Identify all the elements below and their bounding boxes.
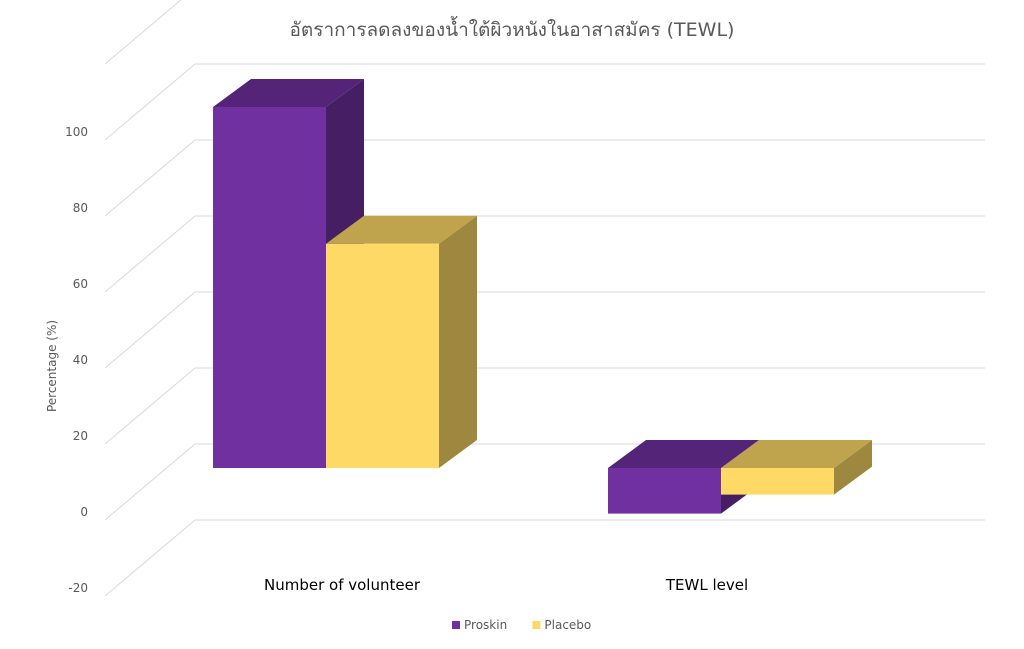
y-tick-label: 100 (65, 125, 88, 139)
gridline-side (104, 139, 196, 217)
y-tick-label: 60 (73, 277, 88, 291)
bar-front-face (608, 468, 721, 514)
bar-placebo-2 (721, 440, 872, 495)
gridline-side (104, 63, 196, 141)
gridline-side (104, 367, 196, 445)
legend-swatch (532, 621, 541, 629)
chart-title: อัตราการลดลงของน้ำใต้ผิวหนังในอาสาสมัคร … (290, 16, 735, 41)
bar-side-face (439, 215, 477, 468)
y-tick-label: 80 (73, 201, 88, 215)
y-tick-label: -20 (68, 581, 88, 595)
y-tick-label: 0 (80, 505, 88, 519)
bar-side-face (834, 440, 872, 495)
gridline-side (104, 0, 182, 65)
legend-swatch (452, 621, 460, 629)
x-axis-categories: Number of volunteer TEWL level (264, 576, 748, 594)
bar-top-face (608, 440, 759, 468)
bar-front-face (326, 243, 439, 468)
bar-front-face (721, 468, 834, 495)
gridline-side (104, 215, 196, 293)
bars (213, 79, 872, 514)
y-tick-label: 20 (73, 429, 88, 443)
y-axis-label: Percentage (%) (45, 320, 59, 412)
gridline-side (104, 443, 196, 521)
bar-top-face (721, 440, 872, 468)
bar-placebo-1 (326, 215, 477, 468)
bar-front-face (213, 107, 326, 468)
x-category-label: Number of volunteer (264, 576, 421, 594)
bar-top-face (326, 215, 477, 244)
x-category-label: TEWL level (665, 576, 748, 594)
legend-label: Proskin (464, 618, 507, 632)
gridline-side (104, 519, 196, 597)
gridline-side (104, 291, 196, 369)
legend: Proskin Placebo (452, 618, 591, 632)
bar-top-face (213, 79, 364, 107)
legend-label: Placebo (544, 618, 591, 632)
y-axis-ticks: -20 0 20 40 60 80 100 (65, 125, 88, 595)
y-tick-label: 40 (73, 353, 88, 367)
